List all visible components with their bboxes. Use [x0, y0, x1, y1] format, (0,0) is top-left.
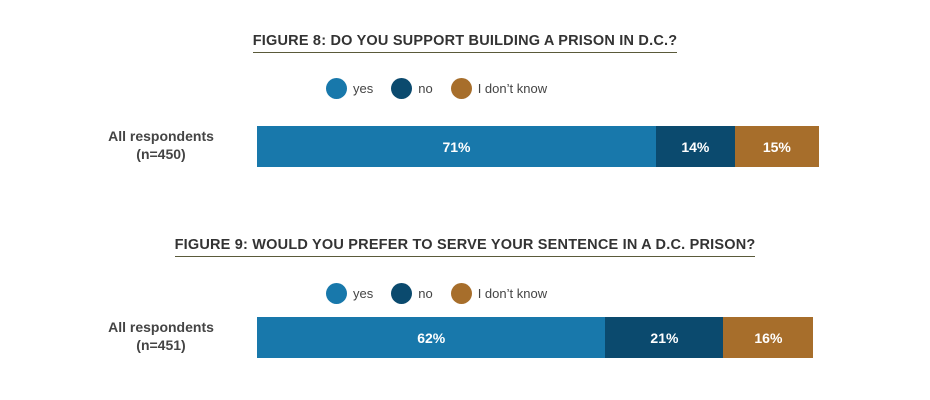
data-label-yes: 62% [417, 329, 446, 346]
legend-swatch-yes [326, 77, 347, 99]
category-label-line-2: (n=451) [136, 337, 186, 353]
category-label-line-1: All respondents [108, 319, 214, 335]
legend-label-no: no [418, 80, 433, 96]
figure-9-title-text: FIGURE 9: WOULD YOU PREFER TO SERVE YOUR… [174, 237, 756, 257]
figure-9-stacked-bar: 62% 21% 16% [257, 317, 819, 358]
figure-8-category-label: All respondents (n=450) [86, 127, 236, 163]
legend-label-yes: yes [353, 285, 374, 301]
legend-label-yes: yes [353, 80, 374, 96]
data-label-no: 21% [650, 329, 679, 346]
legend-swatch-no [391, 77, 413, 99]
legend-swatch-no [391, 282, 413, 304]
figure-9-category-label: All respondents (n=451) [86, 318, 236, 354]
legend-item-dont-know: I don’t know [450, 77, 548, 99]
data-label-dont-know: 15% [762, 138, 791, 155]
bar-segment-dont-know: 15% [734, 126, 819, 167]
legend-item-no: no [391, 282, 433, 304]
legend-item-yes: yes [326, 282, 374, 304]
figure-8-legend: yes no I don’t know [326, 77, 565, 99]
figure-9-title: FIGURE 9: WOULD YOU PREFER TO SERVE YOUR… [0, 237, 930, 257]
bar-segment-no: 21% [605, 317, 724, 358]
data-label-yes: 71% [442, 138, 471, 155]
figure-8-stacked-bar: 71% 14% 15% [257, 126, 819, 167]
figure-8-title: FIGURE 8: DO YOU SUPPORT BUILDING A PRIS… [0, 33, 930, 53]
figure-9-legend: yes no I don’t know [326, 282, 565, 304]
legend-item-dont-know: I don’t know [450, 282, 548, 304]
legend-swatch-dont-know [450, 282, 472, 304]
legend-swatch-dont-know [450, 77, 472, 99]
legend-label-dont-know: I don’t know [477, 80, 548, 96]
category-label-line-1: All respondents [108, 128, 214, 144]
legend-swatch-yes [326, 282, 347, 304]
data-label-dont-know: 16% [754, 329, 783, 346]
legend-label-dont-know: I don’t know [477, 285, 548, 301]
category-label-line-2: (n=450) [136, 146, 186, 162]
figure-8-title-text: FIGURE 8: DO YOU SUPPORT BUILDING A PRIS… [252, 33, 678, 53]
legend-label-no: no [418, 285, 433, 301]
data-label-no: 14% [681, 138, 710, 155]
bar-segment-yes: 71% [257, 126, 657, 167]
bar-segment-no: 14% [656, 126, 735, 167]
bar-segment-yes: 62% [257, 317, 606, 358]
bar-segment-dont-know: 16% [723, 317, 814, 358]
legend-item-no: no [391, 77, 433, 99]
legend-item-yes: yes [326, 77, 374, 99]
